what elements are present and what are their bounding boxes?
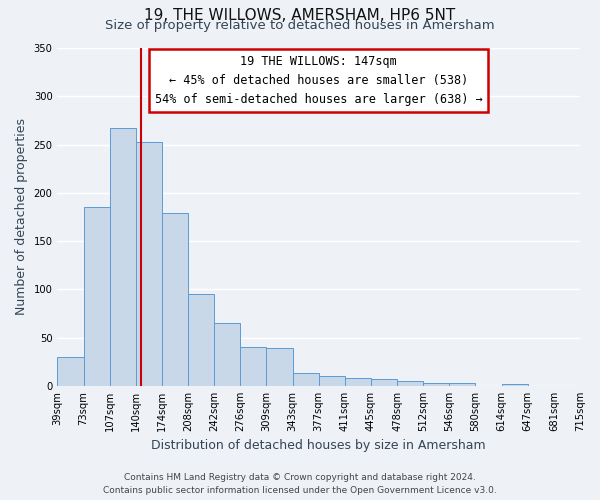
Bar: [188, 294, 214, 386]
Bar: [345, 378, 371, 386]
Text: 19, THE WILLOWS, AMERSHAM, HP6 5NT: 19, THE WILLOWS, AMERSHAM, HP6 5NT: [145, 8, 455, 22]
Bar: [293, 374, 319, 386]
Bar: [449, 383, 475, 386]
Bar: [83, 208, 110, 386]
Bar: [502, 384, 528, 386]
Bar: [214, 323, 241, 386]
Bar: [371, 379, 397, 386]
Bar: [266, 348, 293, 386]
Text: Contains HM Land Registry data © Crown copyright and database right 2024.
Contai: Contains HM Land Registry data © Crown c…: [103, 474, 497, 495]
Bar: [319, 376, 345, 386]
Bar: [58, 357, 83, 386]
Text: Size of property relative to detached houses in Amersham: Size of property relative to detached ho…: [105, 18, 495, 32]
Y-axis label: Number of detached properties: Number of detached properties: [15, 118, 28, 316]
X-axis label: Distribution of detached houses by size in Amersham: Distribution of detached houses by size …: [151, 440, 486, 452]
Bar: [162, 213, 188, 386]
Bar: [136, 142, 162, 386]
Bar: [397, 381, 423, 386]
Bar: [241, 348, 266, 386]
Bar: [423, 383, 449, 386]
Text: 19 THE WILLOWS: 147sqm
← 45% of detached houses are smaller (538)
54% of semi-de: 19 THE WILLOWS: 147sqm ← 45% of detached…: [155, 55, 482, 106]
Bar: [110, 128, 136, 386]
